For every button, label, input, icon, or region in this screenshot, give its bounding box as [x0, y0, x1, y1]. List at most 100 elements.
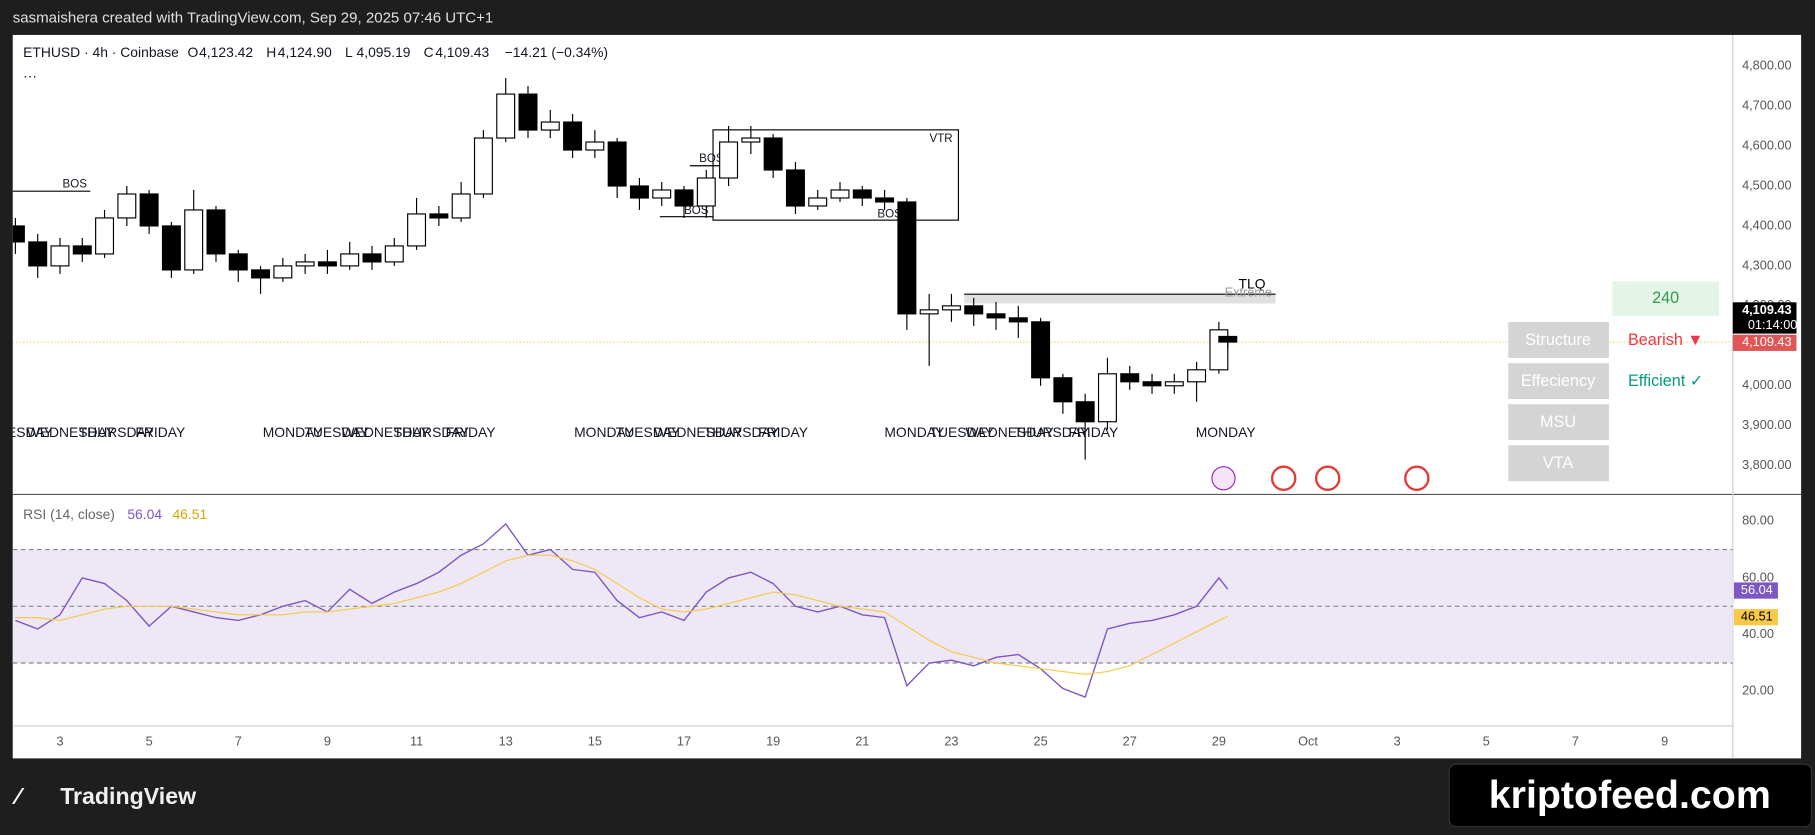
session-label: TUESDAY	[0, 424, 53, 440]
x-tick-label: 27	[1123, 734, 1137, 749]
candle-body	[585, 141, 605, 151]
status-panel: 240 Structure Bearish ▼ Effeciency Efficient…	[1508, 281, 1719, 482]
candle-body	[741, 137, 761, 143]
panel-button	[1508, 363, 1609, 399]
candle-body	[1164, 381, 1184, 387]
session-label: MONDAY	[574, 424, 634, 440]
candle-body	[1142, 381, 1162, 387]
annotation: BOS	[63, 178, 88, 190]
candle-body	[451, 193, 471, 219]
panel-button	[1508, 404, 1609, 441]
legend-value: 4,123.42	[199, 44, 253, 60]
candle-body	[1075, 401, 1095, 423]
rsi-tag	[1733, 582, 1778, 599]
icon	[1314, 465, 1341, 492]
session-label: THURSDAY	[704, 424, 779, 440]
candle-body	[808, 197, 828, 207]
candle-body	[629, 185, 649, 199]
candle-body	[964, 305, 984, 315]
session-label: WEDNESDAY	[341, 424, 429, 440]
x-tick-label: 15	[588, 734, 602, 749]
candle-body	[28, 241, 48, 267]
legend-key: L	[345, 44, 353, 60]
candle-body	[986, 313, 1006, 319]
annotation: BOS	[877, 208, 902, 220]
candle-body	[295, 261, 315, 267]
candle-body	[1187, 369, 1207, 383]
candle-body	[830, 189, 850, 199]
y-tick-label: 4,300.00	[1742, 257, 1792, 272]
candle-body	[607, 141, 627, 187]
y-tick-label: 4,800.00	[1742, 57, 1792, 72]
session-label: WEDNESDAY	[27, 424, 115, 440]
annotation: TLQ	[1239, 276, 1266, 292]
panel-label: Structure	[1525, 331, 1591, 349]
legend-key: C	[424, 44, 434, 60]
candle-body	[496, 93, 516, 139]
candle-body	[429, 213, 449, 219]
x-tick-label: 11	[410, 734, 423, 749]
candle-body	[95, 217, 115, 255]
icon	[1404, 465, 1430, 492]
x-tick-label: 5	[1483, 734, 1490, 749]
candle-body	[1209, 329, 1229, 371]
watermark: kriptofeed.com	[1489, 773, 1771, 817]
candle-body	[1053, 377, 1073, 403]
annotation: BOS	[699, 153, 724, 165]
event-icons	[1211, 465, 1430, 492]
candle-body	[50, 245, 70, 267]
y-tick-label: 80.00	[1742, 513, 1774, 528]
y-tick-label: 4,400.00	[1742, 217, 1792, 232]
y-tick-label: 4,000.00	[1742, 377, 1792, 392]
change: −14.21 (−0.34%)	[505, 44, 608, 60]
session-label: MONDAY	[263, 424, 323, 440]
candle-body	[518, 93, 538, 131]
session-label: MONDAY	[884, 424, 944, 440]
x-tick-label: 29	[1212, 734, 1226, 749]
x-tick-label: 7	[235, 734, 242, 749]
session-label: FRIDAY	[446, 424, 496, 440]
annotation: Extreme	[1225, 284, 1272, 299]
plot: BOS BOS BOS BOS VTR TLQ Extreme TUESDAYW…	[0, 78, 1733, 698]
candle-body	[696, 177, 716, 207]
symbol: ETHUSD · 4h · Coinbase	[23, 44, 179, 60]
candle-body	[228, 253, 248, 271]
price-tag	[1732, 302, 1797, 334]
timeframe: 240	[1652, 289, 1679, 307]
candle-body	[897, 201, 917, 315]
x-tick-label: Oct	[1298, 734, 1318, 749]
session-label: TUESDAY	[929, 424, 994, 440]
candle-body	[317, 261, 337, 267]
x-tick-label: 5	[146, 734, 153, 749]
more: ···	[23, 67, 37, 83]
price-tag-label: 4,109.43	[1742, 334, 1792, 349]
x-tick-label: 13	[499, 734, 513, 749]
y-tick-label: 4,500.00	[1742, 177, 1792, 192]
candle-body	[362, 253, 382, 263]
indicator-value: 46.51	[172, 506, 207, 522]
panel-label: Effeciency	[1521, 372, 1596, 390]
x-tick-label: 21	[855, 734, 869, 749]
indicator-value: 56.04	[127, 506, 162, 522]
candle-body	[1008, 317, 1028, 323]
y-tick-label: 3,900.00	[1742, 417, 1792, 432]
candle-body	[875, 197, 895, 203]
candle-body	[273, 265, 293, 279]
candle-body	[941, 305, 961, 311]
candle-body	[763, 137, 783, 171]
attribution: sasmaishera created with TradingView.com…	[13, 10, 494, 27]
x-tick-label: 23	[944, 734, 958, 749]
x-tick-label: 19	[766, 734, 780, 749]
legend-value: 4,124.90	[278, 44, 332, 60]
candle-body	[117, 193, 137, 219]
candle-body	[919, 309, 939, 315]
panel-button	[1508, 445, 1609, 482]
session-label: THURSDAY	[394, 424, 469, 440]
candle-body	[251, 269, 271, 279]
extreme-zone	[964, 294, 1276, 304]
y-tick-label: 20.00	[1742, 683, 1774, 698]
ohlc-legend: O 4,123.42 H 4,124.90 L 4,095.19 C 4,109.43 −14.…	[188, 44, 609, 60]
session-label: TUESDAY	[616, 424, 681, 440]
icon	[1270, 465, 1297, 492]
